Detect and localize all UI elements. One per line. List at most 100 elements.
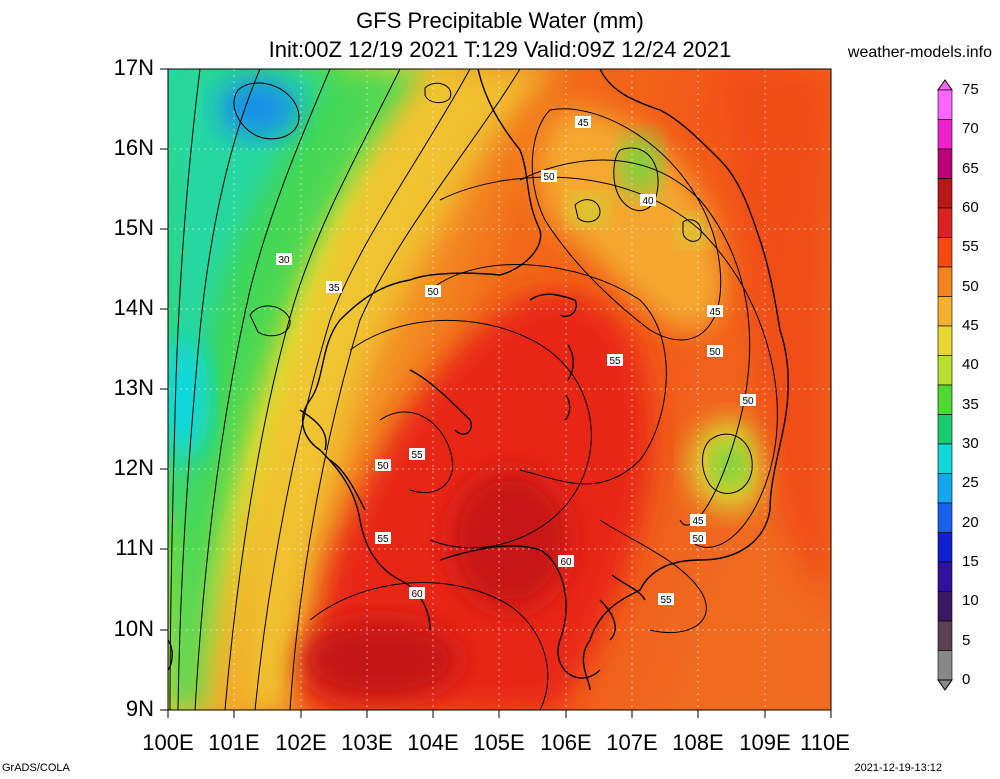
colorbar-label: 45 [962, 317, 979, 334]
colorbar-swatch [937, 178, 953, 209]
render-timestamp: 2021-12-19-13:12 [854, 762, 942, 774]
coastlines-borders [168, 69, 789, 691]
lat-label: 10N [113, 616, 154, 641]
site-credit: weather-models.info [847, 44, 992, 61]
lat-label: 17N [113, 55, 154, 80]
colorbar-label: 65 [962, 159, 979, 177]
axis-ticks [160, 68, 832, 718]
title-line-1: GFS Precipitable Water (mm) [356, 8, 644, 33]
lon-label: 102E [275, 730, 327, 755]
colorbar-max-arrow [937, 79, 953, 91]
colorbar-swatch [937, 620, 953, 651]
colorbar-label: 35 [962, 395, 979, 413]
svg-text:50: 50 [427, 287, 439, 298]
svg-text:50: 50 [709, 347, 721, 358]
svg-text:30: 30 [278, 255, 290, 266]
colorbar-swatch [937, 325, 953, 356]
contour-label: 30 [276, 253, 292, 266]
colorbar-swatch [937, 148, 953, 179]
title-line-2: Init:00Z 12/19 2021 T:129 Valid:09Z 12/2… [268, 37, 732, 62]
contour-label: 50 [541, 170, 557, 183]
contour-label: 50 [707, 345, 723, 358]
lat-label: 16N [113, 135, 154, 160]
colorbar-swatch [937, 650, 953, 681]
contour-label: 60 [409, 587, 425, 600]
contour-label: 50 [740, 394, 756, 407]
svg-text:50: 50 [742, 396, 754, 407]
svg-text:55: 55 [660, 595, 672, 606]
lat-label: 13N [113, 375, 154, 400]
lat-label: 9N [125, 696, 154, 721]
svg-text:60: 60 [411, 589, 423, 600]
lat-label: 14N [113, 295, 154, 320]
lon-label: 104E [407, 730, 459, 755]
svg-text:40: 40 [642, 196, 654, 207]
colorbar-label: 30 [962, 435, 979, 452]
lon-label: 106E [540, 730, 592, 755]
contour-label: 45 [690, 514, 706, 527]
colorbar-swatch [937, 266, 953, 297]
svg-text:55: 55 [377, 534, 389, 545]
colorbar-swatch [937, 119, 953, 150]
lat-label: 11N [115, 535, 154, 560]
contour-label: 60 [558, 555, 574, 568]
lon-label: 108E [672, 730, 724, 755]
lon-label: 103E [341, 730, 393, 755]
colorbar-swatch [937, 207, 953, 238]
colorbar-label: 20 [962, 513, 979, 531]
svg-text:45: 45 [577, 118, 589, 129]
colorbar-label: 25 [962, 474, 979, 492]
contour-label: 40 [640, 194, 656, 207]
colorbar-label: 60 [962, 199, 979, 216]
colorbar-label: 10 [962, 592, 979, 610]
contour-label: 50 [425, 285, 441, 298]
colorbar-swatch [937, 237, 953, 268]
colorbar-swatch [937, 591, 953, 622]
colorbar-label: 55 [962, 238, 979, 256]
colorbar-label: 70 [962, 120, 979, 138]
grads-credit: GrADS/COLA [2, 762, 70, 774]
colorbar-swatch [937, 443, 953, 474]
colorbar-label: 50 [962, 277, 979, 295]
svg-text:60: 60 [560, 557, 572, 568]
contour-label: 55 [607, 354, 623, 367]
contour-label: 55 [658, 593, 674, 606]
svg-text:50: 50 [692, 534, 704, 545]
lon-label: 110E [800, 730, 850, 755]
colorbar-swatch [937, 89, 953, 120]
svg-text:45: 45 [692, 516, 704, 527]
svg-text:35: 35 [328, 283, 340, 294]
lon-label: 107E [606, 730, 658, 755]
colorbar-swatch [937, 296, 953, 327]
colorbar-swatch [937, 355, 953, 386]
svg-text:50: 50 [543, 172, 555, 183]
lon-label: 109E [739, 730, 791, 755]
colorbar-label: 0 [962, 671, 971, 688]
contour-label: 45 [707, 305, 723, 318]
contour-labels: 45 50 40 30 35 50 45 55 50 50 55 50 45 5… [276, 116, 756, 606]
contour-label: 55 [375, 532, 391, 545]
svg-text:50: 50 [377, 461, 389, 472]
contour-label: 50 [375, 459, 391, 472]
lon-label: 101E [208, 730, 260, 755]
lat-label: 12N [113, 455, 154, 480]
colorbar-swatch [937, 384, 953, 415]
colorbar-swatch [937, 414, 953, 445]
colorbar-swatch [937, 502, 953, 533]
contour-label: 45 [575, 116, 591, 129]
colorbar-label: 5 [962, 631, 971, 649]
lat-label: 15N [113, 215, 154, 240]
precipitable-water-field [168, 69, 831, 710]
contour-label: 35 [326, 281, 342, 294]
svg-text:55: 55 [609, 356, 621, 367]
colorbar-label: 15 [962, 553, 979, 570]
colorbar-min-arrow [937, 679, 953, 691]
colorbar-swatch [937, 473, 953, 504]
colorbar-label: 75 [962, 81, 979, 98]
colorbar-swatch [937, 561, 953, 592]
svg-text:45: 45 [709, 307, 721, 318]
svg-text:55: 55 [411, 450, 423, 461]
lon-label: 105E [473, 730, 525, 755]
colorbar-label: 40 [962, 356, 979, 374]
